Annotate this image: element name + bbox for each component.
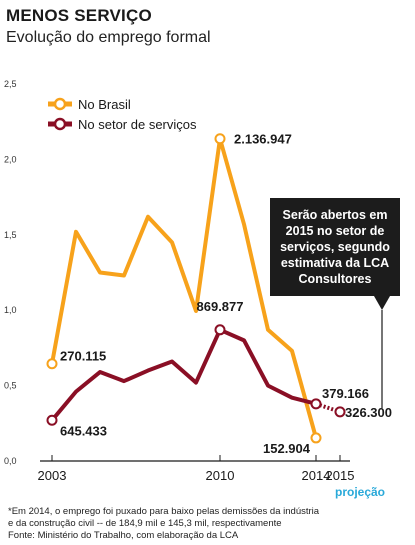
series-line <box>50 136 318 440</box>
y-tick-label: 2,0 <box>4 154 17 164</box>
data-label: 326.300 <box>345 405 392 420</box>
callout-line-4: estimativa da LCA <box>281 256 389 270</box>
series-servicos <box>46 324 346 426</box>
legend: No Brasil No setor de serviços <box>48 97 197 132</box>
data-label: 645.433 <box>60 423 107 438</box>
legend-marker-servicos <box>53 117 67 131</box>
series-point-marker <box>214 324 226 336</box>
data-label: 869.877 <box>197 299 244 314</box>
footnote-line-3: Fonte: Ministério do Trabalho, com elabo… <box>8 530 239 541</box>
footnote-line-1: *Em 2014, o emprego foi puxado para baix… <box>8 506 320 517</box>
series-point-marker <box>334 406 346 418</box>
projection-label: projeção <box>335 485 385 499</box>
data-label: 152.904 <box>263 441 311 456</box>
chart-title: MENOS SERVIÇO <box>6 6 152 25</box>
data-label: 2.136.947 <box>234 132 292 147</box>
callout-pointer <box>374 296 390 310</box>
series-point-marker <box>46 414 58 426</box>
callout-background <box>270 198 400 296</box>
y-tick-label: 1,5 <box>4 230 17 240</box>
y-tick-label: 1,0 <box>4 305 17 315</box>
footnote: *Em 2014, o emprego foi puxado para baix… <box>8 506 408 542</box>
data-labels: 270.115 645.433 2.136.947 869.877 152.904 379… <box>60 132 392 456</box>
series-point-marker <box>214 133 226 145</box>
callout-line-2: 2015 no setor de <box>286 224 385 238</box>
legend-label-brasil: No Brasil <box>78 97 131 112</box>
y-tick-label: 2,5 <box>4 79 17 89</box>
data-label: 379.166 <box>322 386 369 401</box>
series-line <box>50 327 318 423</box>
legend-marker-brasil <box>53 97 67 111</box>
callout-line-1: Serão abertos em <box>283 208 388 222</box>
data-label: 270.115 <box>60 349 106 364</box>
series-brasil <box>46 133 322 444</box>
series-point-marker <box>310 432 322 444</box>
series-point-marker <box>310 398 322 410</box>
x-tick-label: 2014 <box>302 468 331 483</box>
chart-subtitle: Evolução do emprego formal <box>6 29 211 46</box>
callout-box: Serão abertos em 2015 no setor de serviç… <box>270 198 400 408</box>
x-tick-label: 2003 <box>38 468 67 483</box>
y-tick-label: 0,0 <box>4 456 17 466</box>
x-tick-label: 2015 <box>326 468 355 483</box>
legend-label-servicos: No setor de serviços <box>78 117 197 132</box>
footnote-line-2: e da construção civil -- de 184,9 mil e … <box>8 518 282 529</box>
callout-line-5: Consultores <box>299 272 372 286</box>
callout-line-3: serviços, segundo <box>280 240 390 254</box>
x-tick-label: 2010 <box>206 468 235 483</box>
series-point-marker <box>46 358 58 370</box>
y-tick-label: 0,5 <box>4 381 17 391</box>
